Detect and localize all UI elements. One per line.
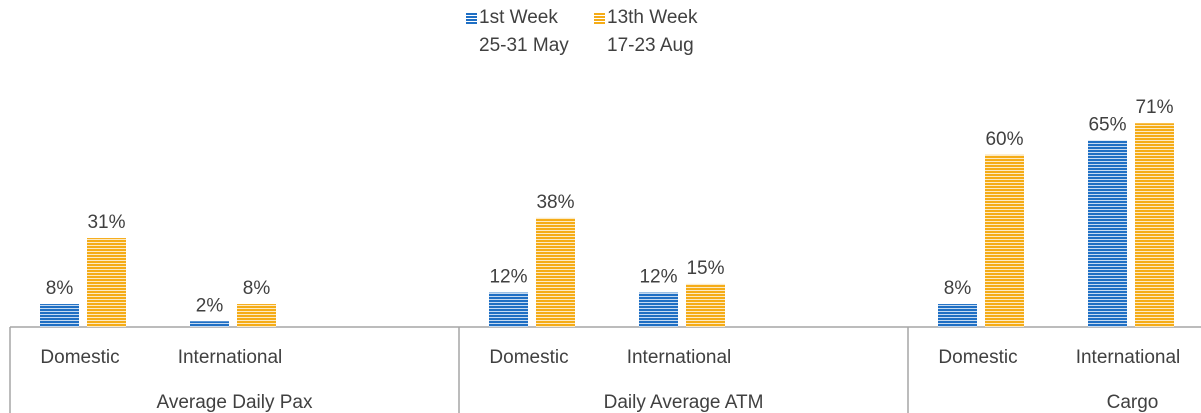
x-tick-label: Domestic: [489, 347, 568, 368]
legend-item: 1st Week 25-31 May: [466, 7, 569, 60]
legend-swatch: [466, 13, 477, 24]
bar: [489, 292, 528, 327]
data-label: 12%: [639, 267, 677, 288]
data-label: 31%: [87, 212, 125, 233]
legend-swatch: [594, 13, 605, 24]
data-label: 60%: [985, 129, 1023, 150]
bar: [536, 217, 575, 327]
bar: [985, 154, 1024, 327]
x-tick-label: Domestic: [938, 347, 1017, 368]
group-label: Average Daily Pax: [157, 392, 313, 413]
data-label: 2%: [196, 295, 224, 316]
data-label: 8%: [243, 278, 271, 299]
data-label: 38%: [536, 192, 574, 213]
bar: [1135, 123, 1174, 327]
legend-label: 1st Week 25-31 May: [479, 7, 569, 56]
data-label: 8%: [46, 278, 74, 299]
data-label: 8%: [944, 278, 972, 299]
bar: [938, 304, 977, 327]
bar: [87, 238, 126, 327]
group-label: Cargo: [1107, 392, 1159, 413]
legend-label: 13th Week 17-23 Aug: [607, 7, 698, 56]
bar: [639, 292, 678, 327]
x-tick-label: International: [1076, 347, 1181, 368]
data-label: 65%: [1088, 114, 1126, 135]
data-label: 12%: [489, 267, 527, 288]
legend-item: 13th Week 17-23 Aug: [594, 7, 697, 60]
bar: [237, 304, 276, 327]
x-tick-label: International: [178, 347, 283, 368]
data-label: 71%: [1135, 97, 1173, 118]
bar: [1088, 140, 1127, 327]
bar: [190, 321, 229, 327]
bar: [40, 304, 79, 327]
group-label: Daily Average ATM: [604, 392, 764, 413]
data-label: 15%: [686, 258, 724, 279]
bar: [686, 283, 725, 327]
x-tick-label: International: [627, 347, 732, 368]
x-tick-label: Domestic: [40, 347, 119, 368]
